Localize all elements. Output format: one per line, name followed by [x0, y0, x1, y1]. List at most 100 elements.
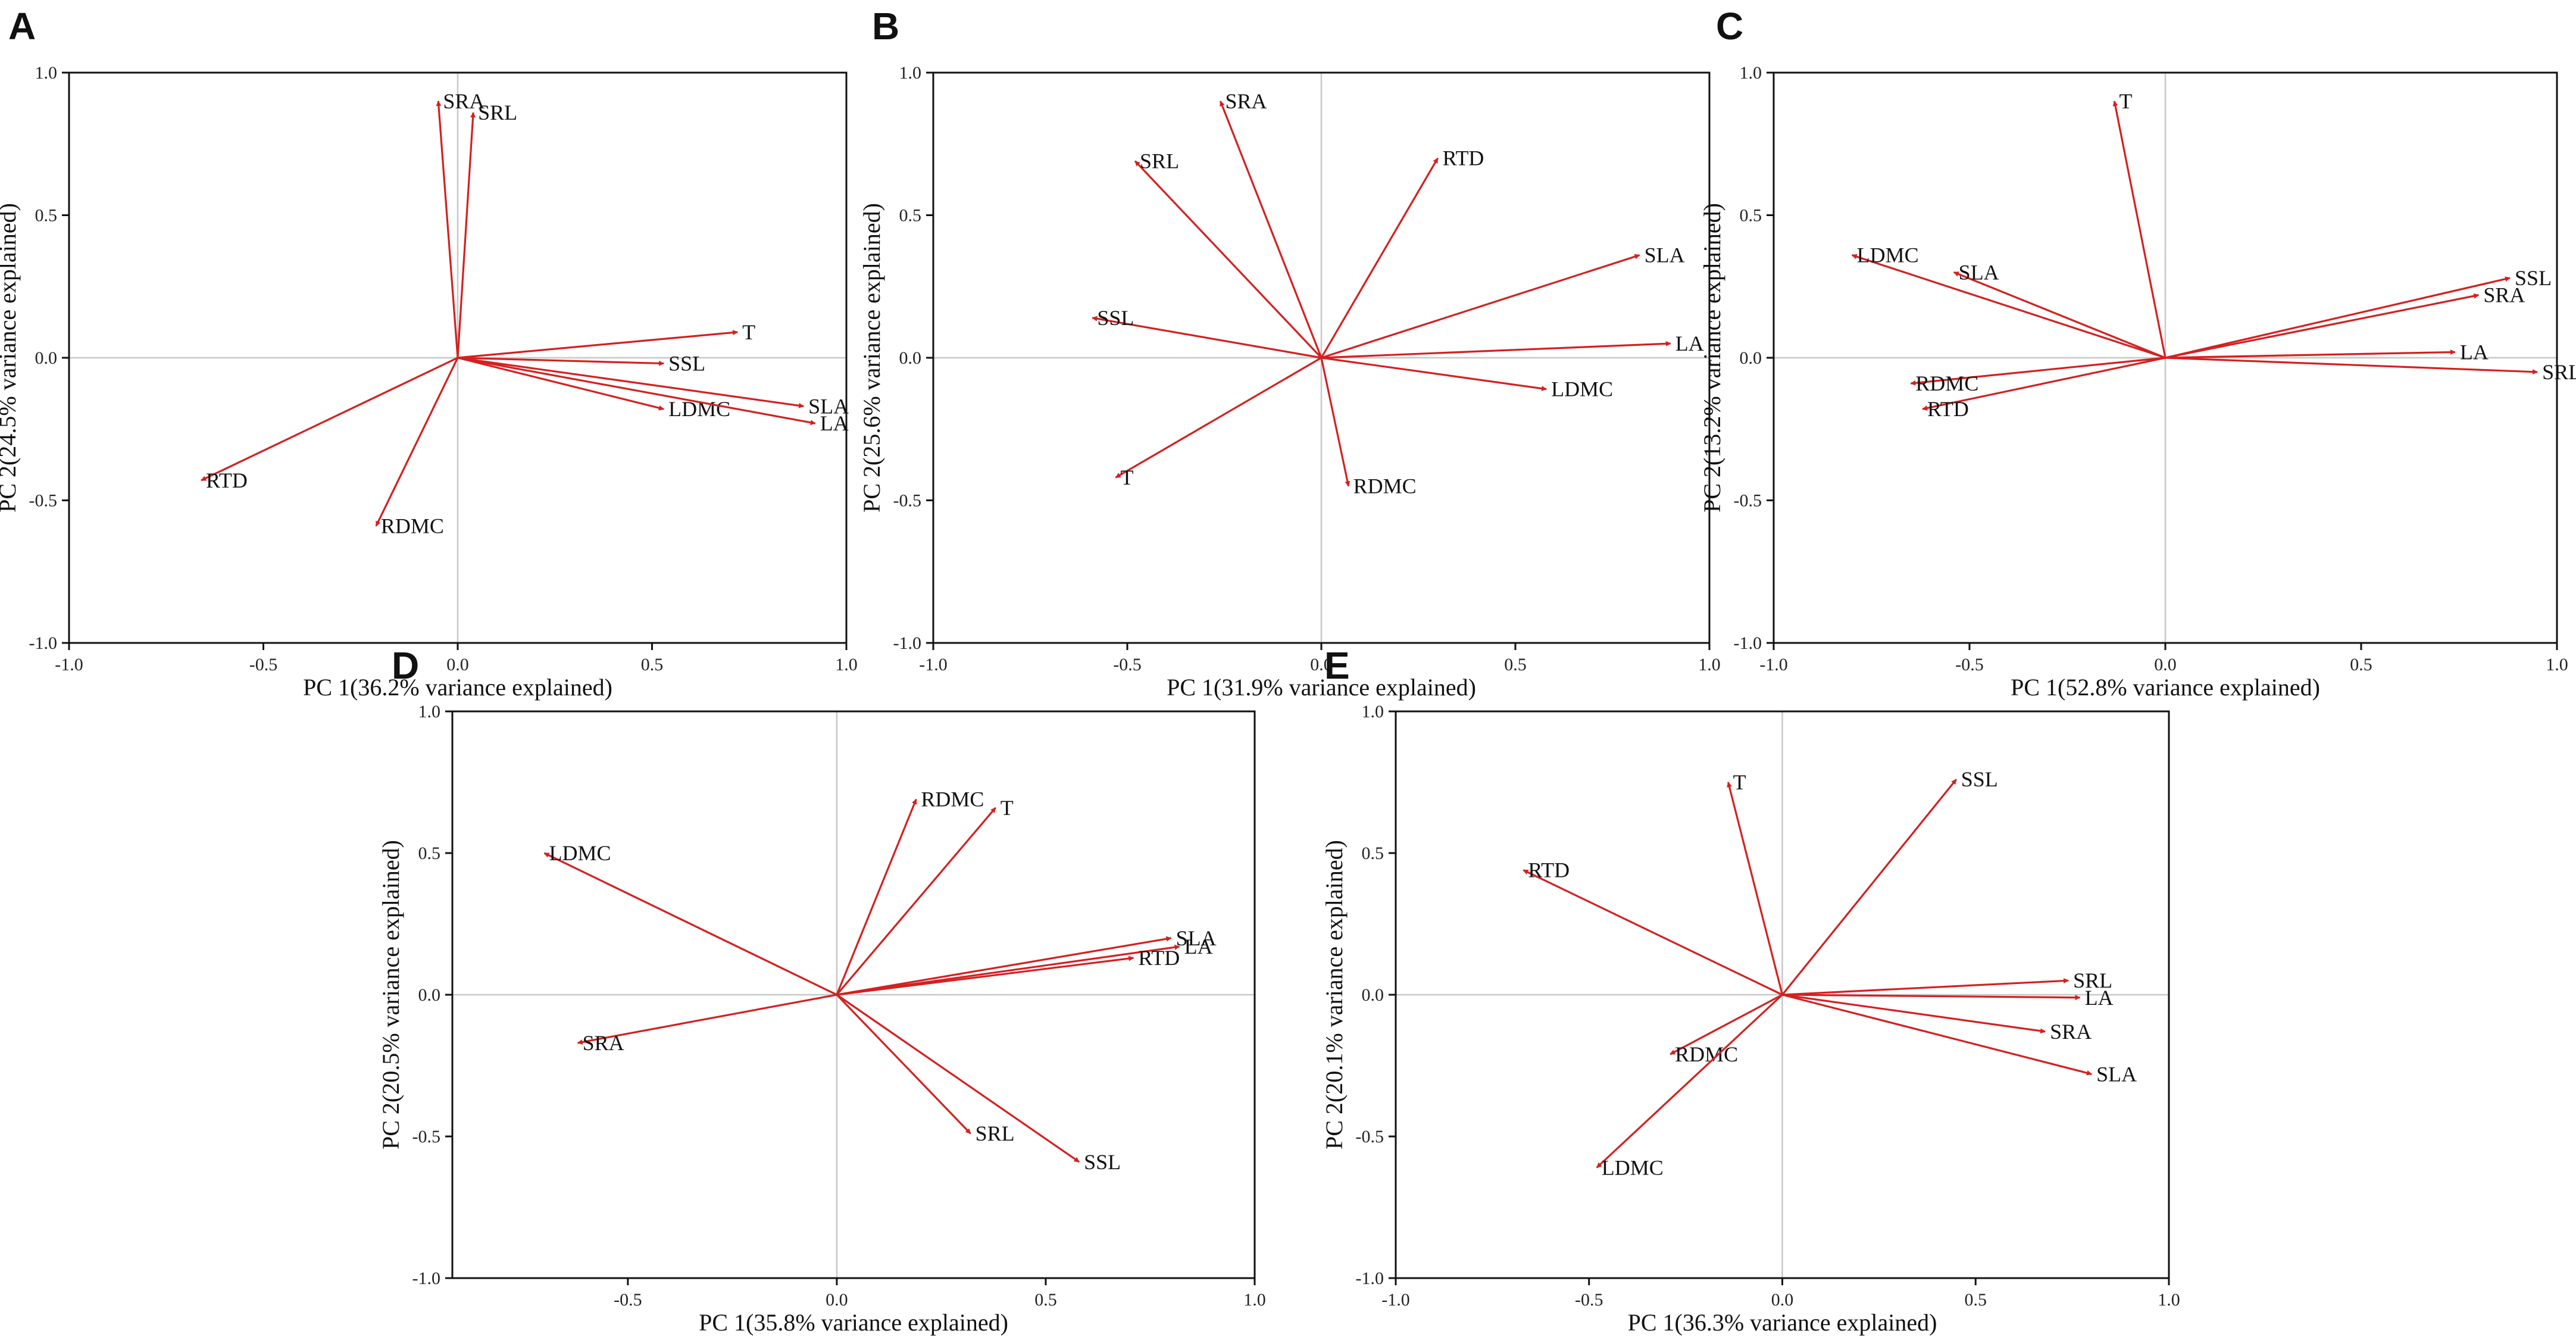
vector-label-ssl: SSL: [2515, 266, 2552, 290]
vector-ldmc: [543, 852, 837, 996]
vector-rdmc: [836, 798, 917, 995]
vector-label-sla: SLA: [1645, 243, 1685, 267]
y-tick-label: -1.0: [1356, 1269, 1384, 1288]
x-tick-label: -1.0: [1759, 655, 1788, 674]
vector-rdmc: [1910, 357, 2166, 386]
x-tick-label: 1.0: [835, 655, 858, 674]
vector-label-t: T: [2119, 89, 2132, 113]
vector-ldmc: [457, 357, 664, 411]
vector-label-sla: SLA: [808, 394, 849, 418]
y-tick-label: 1.0: [35, 63, 58, 83]
y-tick-label: 0.0: [1362, 985, 1384, 1005]
y-tick-label: 0.5: [418, 844, 441, 863]
vector-label-sra: SRA: [2050, 1020, 2092, 1044]
vector-label-srl: SRL: [2542, 360, 2576, 384]
vector-rtd: [1922, 357, 2166, 411]
x-axis-title: PC 1(36.2% variance explained): [303, 674, 612, 701]
y-tick-label: -1.0: [412, 1269, 441, 1288]
vector-la: [2165, 349, 2456, 359]
vector-rtd: [1523, 869, 1783, 996]
x-tick-label: -0.5: [1575, 1290, 1603, 1310]
x-tick-label: 0.5: [1504, 655, 1527, 674]
vector-label-rdmc: RDMC: [921, 788, 984, 811]
y-tick-label: -0.5: [1734, 491, 1762, 511]
vector-label-sra: SRA: [2483, 283, 2525, 307]
x-axis-title: PC 1(31.9% variance explained): [1167, 674, 1476, 701]
vector-ssl: [1781, 779, 1958, 996]
x-tick-label: 0.0: [2154, 655, 2177, 674]
vector-rtd: [1320, 157, 1439, 358]
vector-sra: [2165, 293, 2480, 359]
y-tick-label: 1.0: [899, 63, 922, 83]
y-tick-label: -0.5: [1356, 1127, 1384, 1147]
vector-sra: [436, 101, 459, 358]
y-axis-title: PC 2(13.2% variance explained): [1699, 203, 1725, 513]
vector-label-ssl: SSL: [668, 352, 705, 376]
x-tick-label: 1.0: [1698, 655, 1721, 674]
vector-t: [1115, 357, 1322, 479]
vector-ldmc: [1851, 254, 2166, 359]
x-axis-title: PC 1(36.3% variance explained): [1628, 1309, 1937, 1336]
vector-label-ldmc: LDMC: [1602, 1155, 1664, 1179]
vector-t: [836, 807, 996, 996]
x-tick-label: -0.5: [1955, 655, 1984, 674]
y-tick-label: -0.5: [412, 1127, 441, 1147]
vector-label-la: LA: [820, 411, 849, 435]
vector-srl: [457, 112, 476, 358]
vector-la: [1321, 341, 1671, 359]
x-axis-title: PC 1(52.8% variance explained): [2011, 674, 2320, 701]
vector-label-sra: SRA: [583, 1031, 624, 1055]
vector-ldmc: [1321, 357, 1548, 392]
vector-label-la: LA: [1184, 935, 1213, 958]
y-tick-label: 0.5: [1362, 844, 1384, 863]
vector-label-t: T: [1120, 466, 1133, 489]
x-tick-label: -0.5: [1113, 655, 1142, 674]
vector-label-srl: SRL: [1140, 149, 1179, 173]
x-tick-label: 0.0: [1310, 655, 1333, 674]
y-axis-title: PC 2(20.5% variance explained): [377, 840, 404, 1150]
y-tick-label: 0.0: [899, 348, 922, 368]
y-tick-label: 0.5: [35, 206, 58, 226]
vector-sla: [1953, 271, 2166, 359]
y-tick-label: 0.0: [35, 348, 58, 368]
vector-la: [1782, 994, 2081, 1001]
vector-label-sla: SLA: [2096, 1062, 2137, 1086]
vector-label-srl: SRL: [2073, 969, 2112, 992]
panel-letter-e: E: [1324, 644, 1350, 687]
vector-label-sra: SRA: [1225, 89, 1267, 113]
x-tick-label: -1.0: [919, 655, 948, 674]
vector-label-rdmc: RDMC: [1353, 474, 1417, 498]
y-tick-label: -1.0: [1734, 633, 1762, 653]
vector-label-rtd: RTD: [1443, 146, 1484, 170]
panel-d: D -0.5 0.0 0.5 1.0 -1.0 -0.5 0.0 0.5 1.0 PC 1(35.8…: [377, 644, 1266, 1336]
vector-rtd: [201, 357, 458, 482]
y-tick-label: -0.5: [29, 491, 58, 511]
y-tick-label: -1.0: [893, 633, 922, 653]
vector-label-la: LA: [2085, 986, 2114, 1010]
vector-label-ssl: SSL: [1097, 306, 1134, 330]
x-tick-label: -0.5: [614, 1290, 642, 1310]
y-tick-label: 0.5: [899, 206, 922, 226]
vector-ssl: [457, 357, 664, 366]
panel-e: E -1.0 -0.5 0.0 0.5 1.0 -1.0 -0.5 0.0 0.5 1.0 PC 1(…: [1321, 644, 2180, 1336]
panel-c: C -1.0 -0.5 0.0 0.5 1.0 -1.0 -0.5 0.0 0.5 1.0 PC 1(…: [1699, 5, 2576, 701]
y-tick-label: 0.5: [1740, 206, 1762, 226]
vector-la: [457, 357, 816, 426]
vector-label-rdmc: RDMC: [1915, 371, 1978, 395]
vector-sla: [1782, 994, 2092, 1076]
y-tick-label: -1.0: [29, 633, 58, 653]
vector-sla: [1321, 254, 1640, 359]
x-axis-title: PC 1(35.8% variance explained): [699, 1309, 1008, 1336]
vector-rdmc: [1670, 994, 1783, 1055]
vector-label-sra: SRA: [443, 89, 484, 113]
vector-label-rtd: RTD: [206, 469, 248, 492]
vector-ssl: [2165, 276, 2511, 359]
vector-label-la: LA: [1675, 332, 1704, 355]
vector-t: [2112, 101, 2167, 358]
vector-label-ldmc: LDMC: [668, 397, 730, 421]
vector-label-srl: SRL: [478, 101, 517, 124]
vector-sla: [457, 357, 805, 408]
vector-label-rdmc: RDMC: [381, 514, 444, 538]
vector-label-ldmc: LDMC: [1551, 377, 1613, 401]
